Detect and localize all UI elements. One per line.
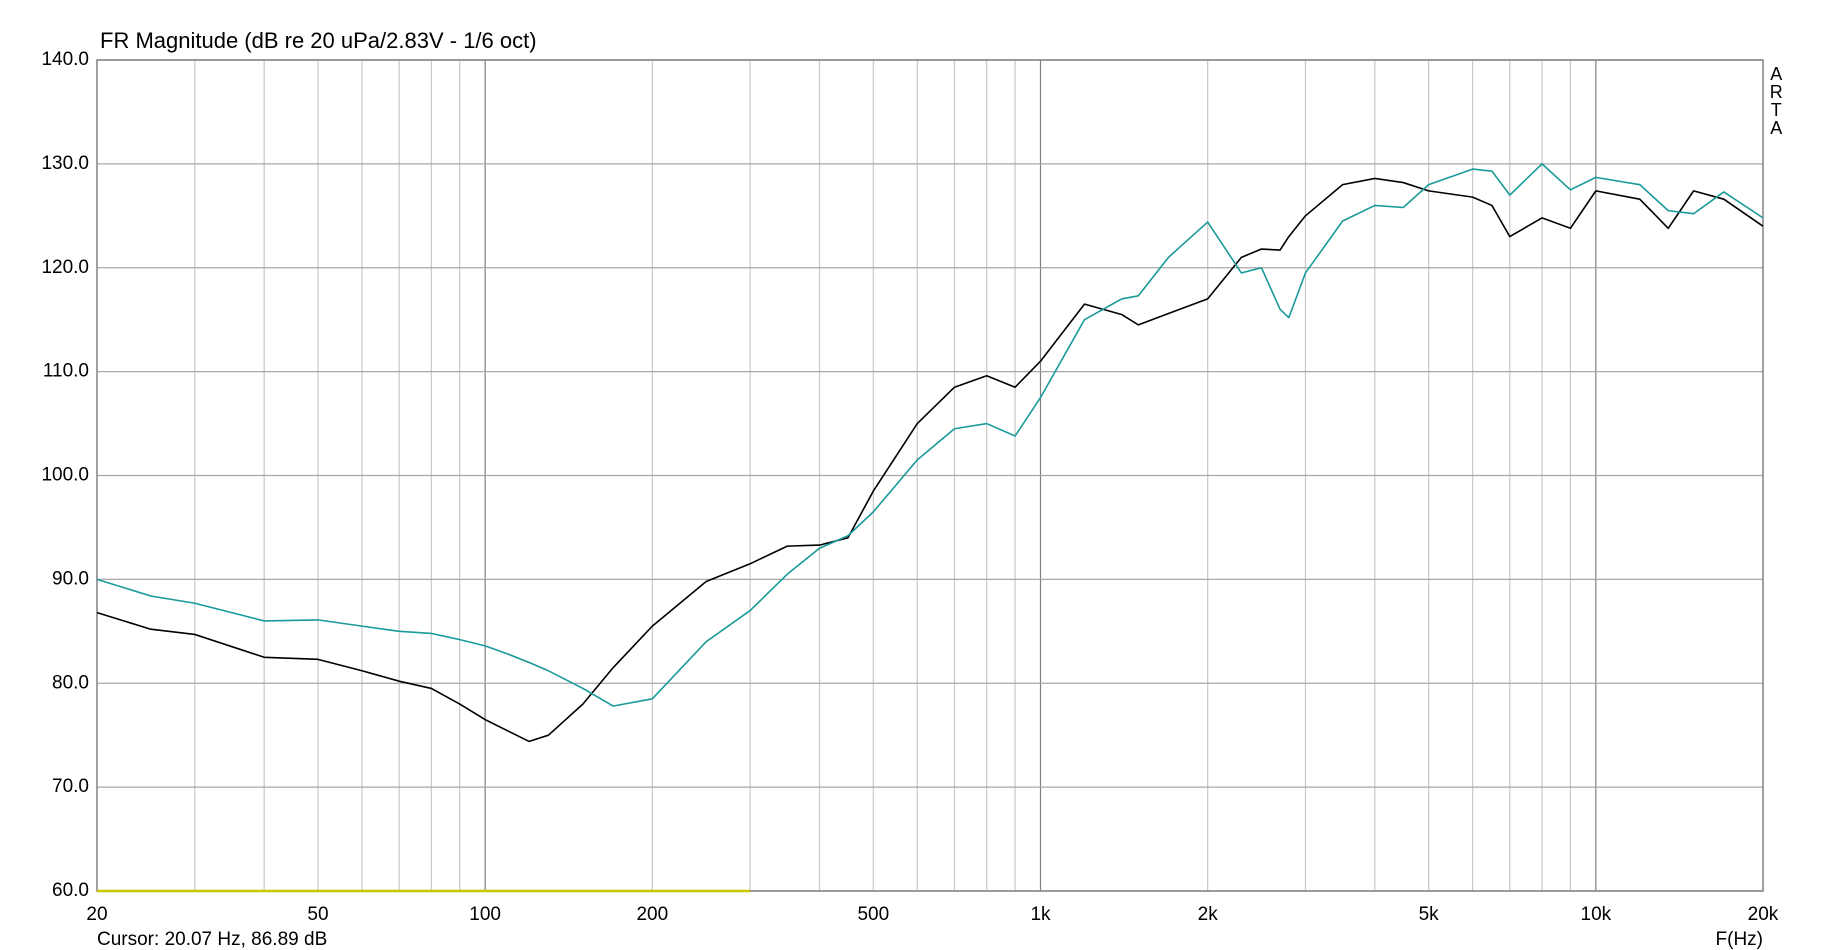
y-tick-label: 60.0 — [52, 880, 89, 901]
x-tick-label: 20k — [1748, 904, 1779, 925]
series-line — [96, 163, 1764, 707]
x-tick-label: 1k — [1030, 904, 1051, 925]
cursor-readout: Cursor: 20.07 Hz, 86.89 dB — [97, 929, 327, 950]
x-tick-label: 5k — [1419, 904, 1440, 925]
x-tick-label: 2k — [1198, 904, 1219, 925]
chart-title: FR Magnitude (dB re 20 uPa/2.83V - 1/6 o… — [100, 28, 537, 53]
x-tick-label: 200 — [636, 904, 668, 925]
y-tick-label: 140.0 — [41, 49, 89, 70]
y-tick-label: 90.0 — [52, 568, 89, 589]
y-tick-label: 110.0 — [43, 361, 89, 382]
x-tick-label: 50 — [307, 904, 328, 925]
plot-frame — [96, 59, 1764, 892]
y-tick-label: 120.0 — [41, 257, 89, 278]
x-tick-label: 20 — [86, 904, 107, 925]
y-tick-label: 80.0 — [52, 672, 89, 693]
x-tick-label: 10k — [1581, 904, 1612, 925]
x-tick-label: 100 — [469, 904, 501, 925]
x-axis-label: F(Hz) — [1716, 929, 1763, 950]
y-tick-label: 130.0 — [41, 153, 89, 174]
x-tick-label: 500 — [857, 904, 889, 925]
y-tick-label: 100.0 — [41, 465, 89, 486]
series-line — [96, 177, 1764, 743]
y-tick-label: 70.0 — [52, 776, 89, 797]
watermark: ARTA — [1766, 64, 1786, 136]
